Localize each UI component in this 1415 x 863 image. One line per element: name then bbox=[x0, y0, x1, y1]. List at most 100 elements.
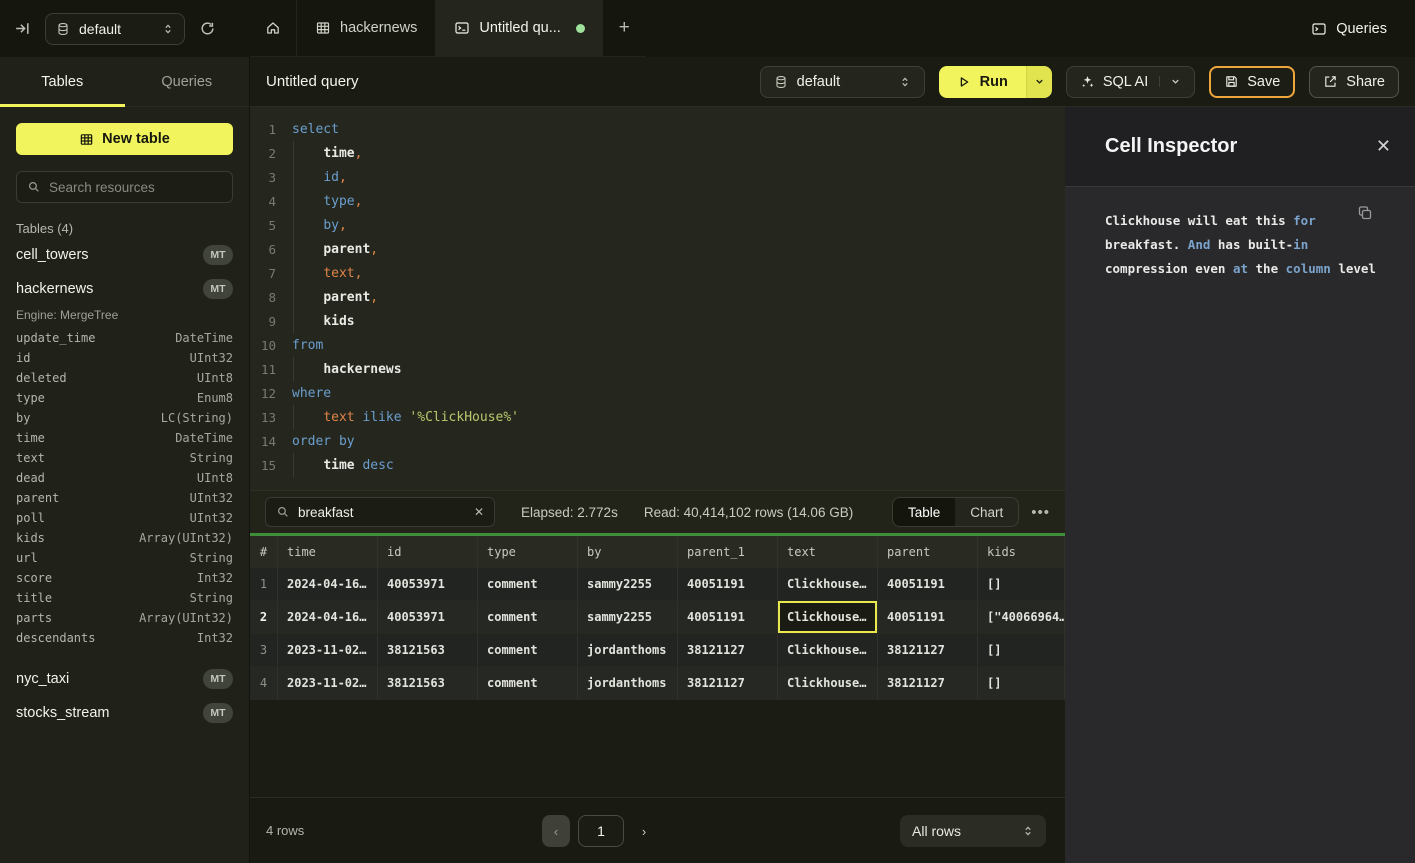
table-cell[interactable]: sammy2255 bbox=[578, 601, 678, 633]
engine-badge: MT bbox=[203, 245, 233, 265]
table-cell[interactable]: jordanthoms bbox=[578, 634, 678, 666]
table-cell[interactable]: 40051191 bbox=[878, 601, 978, 633]
table-cell[interactable]: comment bbox=[478, 667, 578, 699]
code-line: 5 by, bbox=[250, 213, 1065, 237]
column-header-text[interactable]: text bbox=[778, 536, 878, 568]
table-cell[interactable]: 38121563 bbox=[378, 634, 478, 666]
share-button[interactable]: Share bbox=[1309, 65, 1399, 98]
code-line: 2 time, bbox=[250, 141, 1065, 165]
line-number: 6 bbox=[268, 241, 276, 257]
new-tab-button[interactable]: + bbox=[618, 17, 630, 38]
table-cell[interactable]: 40051191 bbox=[678, 601, 778, 633]
line-number: 14 bbox=[260, 433, 276, 449]
tab-home[interactable] bbox=[250, 0, 297, 56]
schema-column-type: Int32 bbox=[196, 631, 233, 645]
tab-untitled-query[interactable]: Untitled qu... bbox=[436, 0, 603, 56]
cell-inspector-body: Clickhouse will eat this for breakfast. A… bbox=[1065, 187, 1415, 863]
line-number: 12 bbox=[260, 385, 276, 401]
sql-ai-button[interactable]: SQL AI bbox=[1065, 65, 1196, 98]
table-row[interactable]: 2 2024-04-16… 40053971 comment sammy2255 4005… bbox=[250, 601, 1065, 634]
code-text: parent, bbox=[323, 241, 379, 257]
view-toggle-table[interactable]: Table bbox=[892, 498, 956, 526]
column-header-parent_1[interactable]: parent_1 bbox=[678, 536, 778, 568]
tab-hackernews[interactable]: hackernews bbox=[297, 0, 437, 56]
next-page-button[interactable]: › bbox=[641, 823, 647, 839]
results-search-input[interactable] bbox=[298, 504, 466, 520]
prev-page-button[interactable]: ‹ bbox=[542, 815, 570, 847]
table-cell[interactable]: 2023-11-02… bbox=[278, 634, 378, 666]
table-cell[interactable]: 38121127 bbox=[878, 634, 978, 666]
column-header-time[interactable]: time bbox=[278, 536, 378, 568]
table-cell[interactable]: 2024-04-16… bbox=[278, 568, 378, 600]
table-cell[interactable]: 40051191 bbox=[878, 568, 978, 600]
sidebar-table-hackernews[interactable]: hackernews MT bbox=[0, 274, 249, 304]
code-line: 11 hackernews bbox=[250, 357, 1065, 381]
refresh-icon[interactable] bbox=[199, 20, 216, 37]
table-cell[interactable]: 40053971 bbox=[378, 601, 478, 633]
sidebar-tab-queries[interactable]: Queries bbox=[161, 73, 213, 90]
table-cell[interactable]: [] bbox=[978, 634, 1065, 666]
results-search[interactable]: ✕ bbox=[265, 497, 495, 527]
table-cell[interactable]: 38121127 bbox=[878, 667, 978, 699]
run-options-button[interactable] bbox=[1025, 65, 1052, 98]
table-cell[interactable]: 38121563 bbox=[378, 667, 478, 699]
run-button[interactable]: Run bbox=[938, 65, 1026, 98]
table-row[interactable]: 3 2023-11-02… 38121563 comment jordanthoms 38… bbox=[250, 634, 1065, 667]
sidebar-table-nyc-taxi[interactable]: nyc_taxi MT bbox=[0, 664, 249, 694]
database-selector[interactable]: default bbox=[45, 12, 185, 45]
new-table-button[interactable]: New table bbox=[16, 123, 233, 155]
view-toggle-chart[interactable]: Chart bbox=[970, 504, 1004, 520]
resource-search-input[interactable] bbox=[49, 179, 226, 195]
page-size-selector[interactable]: All rows bbox=[900, 815, 1046, 847]
table-cell[interactable]: 38121127 bbox=[678, 634, 778, 666]
sql-ai-label: SQL AI bbox=[1102, 73, 1149, 90]
table-cell[interactable]: Clickhouse… bbox=[778, 634, 878, 666]
table-cell[interactable]: comment bbox=[478, 634, 578, 666]
column-header-by[interactable]: by bbox=[578, 536, 678, 568]
tab-label: Untitled qu... bbox=[479, 20, 561, 36]
chevron-down-icon bbox=[1034, 76, 1045, 87]
table-row[interactable]: 1 2024-04-16… 40053971 comment sammy2255 4005… bbox=[250, 568, 1065, 601]
save-button[interactable]: Save bbox=[1209, 65, 1296, 98]
column-header-parent[interactable]: parent bbox=[878, 536, 978, 568]
table-cell[interactable]: Clickhouse… bbox=[778, 667, 878, 699]
sidebar-table-stocks-stream[interactable]: stocks_stream MT bbox=[0, 698, 249, 728]
table-cell[interactable]: comment bbox=[478, 568, 578, 600]
table-row[interactable]: 4 2023-11-02… 38121563 comment jordanthoms 38… bbox=[250, 667, 1065, 700]
sql-editor[interactable]: 1 select 2 time, 3 id, 4 type, 5 by, 6 parent,… bbox=[250, 107, 1065, 490]
column-header-id[interactable]: id bbox=[378, 536, 478, 568]
engine-badge: MT bbox=[203, 703, 233, 723]
table-cell[interactable]: [] bbox=[978, 667, 1065, 699]
table-cell[interactable]: Clickhouse… bbox=[778, 568, 878, 600]
queries-button[interactable]: Queries bbox=[1311, 21, 1387, 37]
table-cell[interactable]: ["40066964… bbox=[978, 601, 1065, 633]
table-cell[interactable]: sammy2255 bbox=[578, 568, 678, 600]
sidebar-collapse-icon[interactable] bbox=[14, 20, 31, 37]
column-header-type[interactable]: type bbox=[478, 536, 578, 568]
code-line: 6 parent, bbox=[250, 237, 1065, 261]
table-cell[interactable]: 38121127 bbox=[678, 667, 778, 699]
clear-search-icon[interactable]: ✕ bbox=[473, 505, 484, 519]
more-options-icon[interactable]: ••• bbox=[1031, 503, 1050, 521]
sql-ai-options-button[interactable] bbox=[1159, 76, 1181, 87]
sidebar-tab-tables[interactable]: Tables bbox=[0, 57, 125, 107]
results-toolbar: ✕ Elapsed: 2.772s Read: 40,414,102 rows … bbox=[250, 490, 1065, 533]
table-cell[interactable]: 2024-04-16… bbox=[278, 601, 378, 633]
sidebar-table-cell-towers[interactable]: cell_towers MT bbox=[0, 240, 249, 270]
table-cell[interactable]: 40053971 bbox=[378, 568, 478, 600]
query-database-selector[interactable]: default bbox=[759, 65, 925, 98]
table-cell[interactable]: 40051191 bbox=[678, 568, 778, 600]
table-cell[interactable]: jordanthoms bbox=[578, 667, 678, 699]
table-cell[interactable]: [] bbox=[978, 568, 1065, 600]
table-cell[interactable]: Clickhouse… bbox=[778, 601, 878, 633]
table-cell[interactable]: comment bbox=[478, 601, 578, 633]
copy-icon[interactable] bbox=[1357, 205, 1373, 221]
table-cell[interactable]: 2023-11-02… bbox=[278, 667, 378, 699]
column-header-kids[interactable]: kids bbox=[978, 536, 1065, 568]
page-number-input[interactable] bbox=[578, 815, 624, 847]
code-text: where bbox=[292, 385, 332, 401]
schema-column: dead UInt8 bbox=[0, 468, 249, 488]
resource-search[interactable] bbox=[16, 171, 233, 203]
close-icon[interactable]: ✕ bbox=[1375, 136, 1391, 156]
column-header-num[interactable]: # bbox=[250, 536, 278, 568]
